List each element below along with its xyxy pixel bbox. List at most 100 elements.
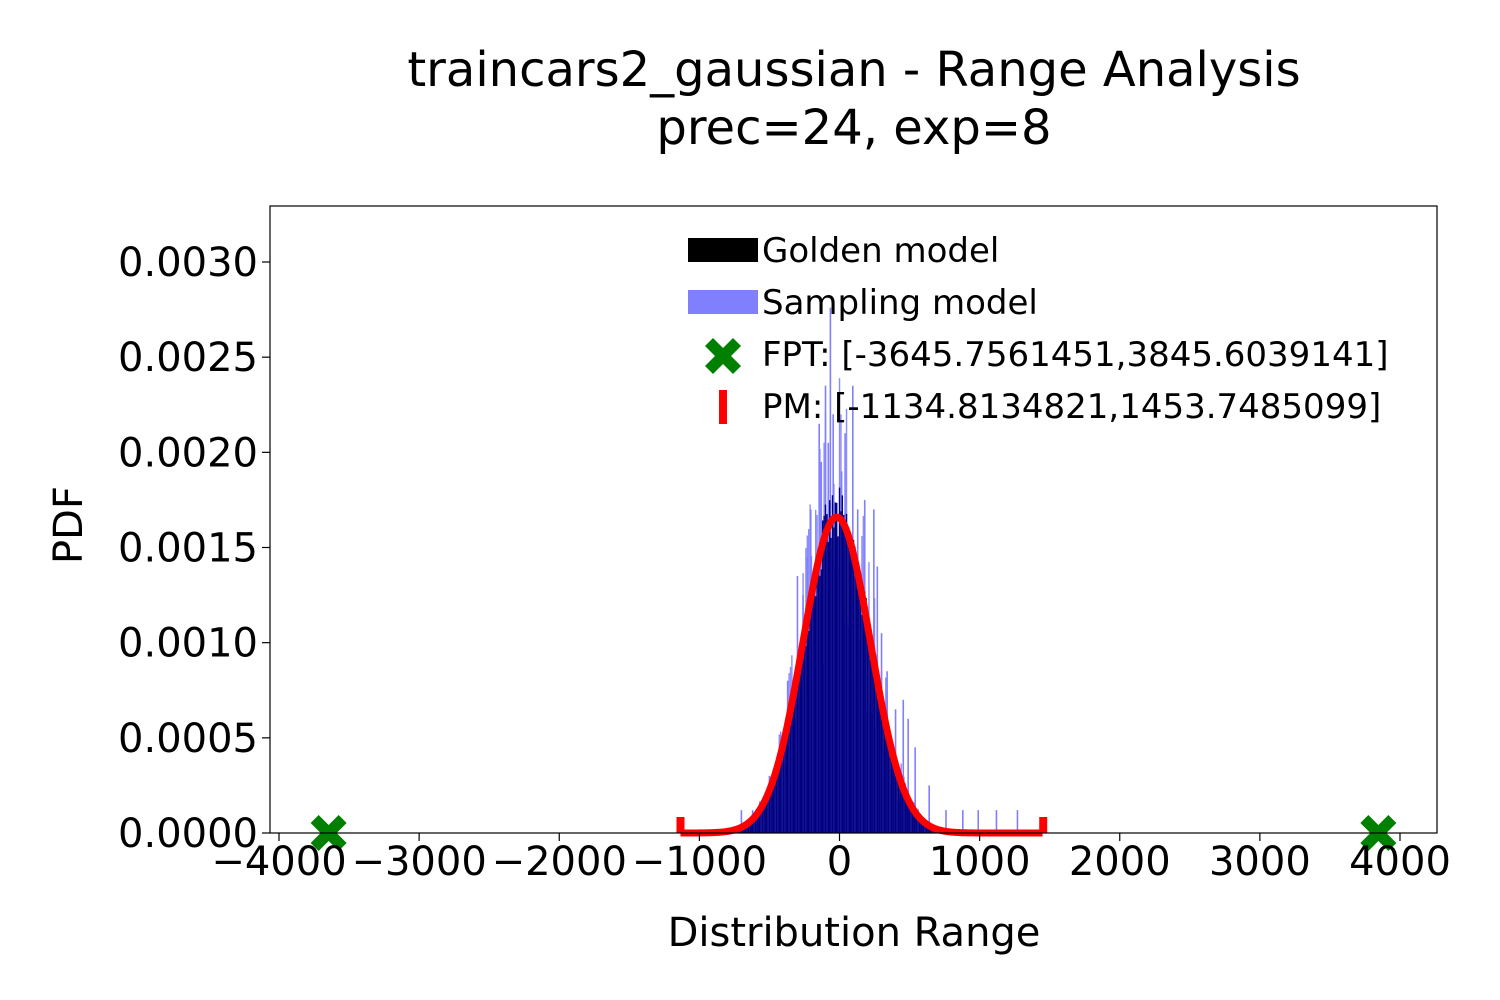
golden-model-histogram bbox=[722, 487, 951, 833]
golden-bar bbox=[858, 590, 860, 833]
golden-bar bbox=[894, 758, 897, 833]
golden-bar bbox=[754, 816, 757, 833]
golden-bar bbox=[824, 504, 827, 833]
golden-bar bbox=[901, 784, 904, 833]
golden-bar bbox=[906, 795, 908, 833]
golden-bar bbox=[765, 796, 768, 833]
x-tick-label: 1000 bbox=[929, 839, 1031, 885]
golden-bar bbox=[782, 748, 785, 833]
golden-bar bbox=[924, 823, 926, 833]
golden-bar bbox=[855, 577, 858, 833]
golden-bar bbox=[837, 536, 839, 833]
golden-bar bbox=[826, 514, 828, 833]
golden-bar bbox=[751, 820, 754, 833]
golden-bar bbox=[869, 659, 872, 833]
golden-bar bbox=[795, 693, 797, 833]
golden-bar bbox=[831, 495, 834, 833]
golden-bar bbox=[785, 727, 787, 833]
golden-bar bbox=[899, 779, 901, 833]
golden-bar bbox=[813, 594, 815, 833]
golden-bar bbox=[793, 702, 796, 833]
sampling-spike bbox=[977, 810, 980, 833]
golden-bar bbox=[799, 650, 801, 833]
golden-bar bbox=[772, 773, 775, 833]
golden-bar bbox=[812, 598, 814, 833]
golden-bar bbox=[829, 500, 831, 833]
golden-bar bbox=[889, 748, 891, 833]
golden-bar bbox=[904, 790, 907, 833]
plot-area-frame bbox=[269, 205, 1438, 834]
golden-bar bbox=[820, 569, 823, 833]
golden-bar bbox=[817, 560, 820, 833]
golden-bar bbox=[913, 809, 915, 833]
golden-bar bbox=[900, 785, 902, 833]
golden-bar bbox=[840, 511, 842, 833]
y-tick-label: 0.0025 bbox=[118, 335, 258, 381]
golden-bar bbox=[882, 712, 884, 833]
golden-bar bbox=[833, 527, 835, 833]
golden-bar bbox=[746, 824, 748, 833]
golden-bar bbox=[763, 803, 765, 833]
golden-bar bbox=[864, 591, 866, 833]
golden-bar bbox=[859, 579, 862, 833]
golden-bar bbox=[861, 614, 863, 833]
golden-bar bbox=[815, 596, 817, 833]
golden-bar bbox=[850, 533, 852, 833]
golden-bar bbox=[865, 597, 867, 833]
golden-bar bbox=[775, 768, 778, 833]
legend-label-sampling: Sampling model bbox=[762, 283, 1038, 323]
golden-bar bbox=[914, 810, 916, 833]
golden-bar bbox=[827, 542, 830, 833]
golden-bar bbox=[917, 814, 919, 833]
golden-bar bbox=[822, 520, 824, 833]
golden-bar bbox=[810, 591, 813, 833]
golden-bar bbox=[788, 725, 790, 833]
golden-bar bbox=[911, 807, 914, 833]
sampling-spike bbox=[962, 810, 964, 833]
golden-bar bbox=[841, 495, 844, 833]
golden-bar bbox=[758, 809, 761, 833]
golden-bar bbox=[843, 514, 845, 833]
golden-bar bbox=[852, 539, 855, 833]
x-tick-label: 4000 bbox=[1349, 839, 1451, 885]
y-axis-label: PDF bbox=[46, 486, 92, 564]
golden-bar bbox=[922, 820, 925, 833]
y-tick-label: 0.0000 bbox=[118, 811, 258, 857]
golden-bar bbox=[750, 819, 752, 833]
golden-bar bbox=[892, 757, 894, 833]
golden-bar bbox=[781, 755, 783, 833]
golden-bar bbox=[920, 819, 922, 833]
golden-bar bbox=[887, 736, 890, 833]
sampling-spike bbox=[945, 810, 947, 833]
golden-bar bbox=[808, 630, 810, 833]
y-tick-label: 0.0010 bbox=[118, 621, 258, 667]
legend-label-fpt: FPT: [-3645.7561451,3845.6039141] bbox=[762, 335, 1388, 375]
golden-bar bbox=[868, 624, 870, 833]
golden-bar bbox=[778, 755, 780, 833]
golden-bar bbox=[907, 801, 909, 833]
golden-bar bbox=[872, 672, 874, 833]
golden-bar bbox=[803, 648, 806, 833]
golden-bar bbox=[915, 814, 918, 833]
sampling-spike bbox=[914, 747, 916, 833]
sampling-spike bbox=[902, 699, 905, 833]
chart-title: traincars2_gaussian - Range Analysis bbox=[407, 42, 1300, 98]
x-tick-label: 2000 bbox=[1069, 839, 1171, 885]
legend-swatch-sampling bbox=[688, 290, 758, 314]
golden-bar bbox=[896, 770, 898, 833]
golden-bar bbox=[866, 614, 869, 833]
golden-bar bbox=[873, 661, 876, 833]
golden-bar bbox=[871, 664, 873, 833]
golden-bar bbox=[885, 717, 887, 833]
golden-bar bbox=[875, 683, 877, 833]
golden-bar bbox=[798, 656, 800, 833]
pm-max-marker bbox=[1039, 817, 1048, 833]
golden-bar bbox=[879, 682, 881, 833]
golden-bar bbox=[753, 817, 755, 833]
golden-bar bbox=[910, 805, 912, 833]
golden-bar bbox=[921, 820, 923, 833]
golden-bar bbox=[792, 688, 794, 833]
x-tick-label: −4000 bbox=[211, 839, 346, 885]
golden-bar bbox=[771, 782, 773, 833]
